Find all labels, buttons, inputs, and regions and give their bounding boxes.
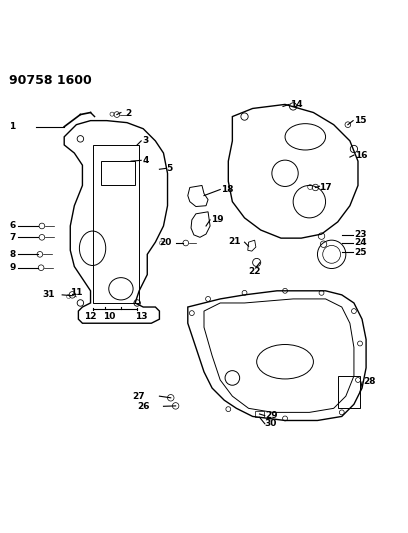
Text: 9: 9: [9, 263, 16, 272]
Text: 23: 23: [354, 230, 366, 239]
Text: 21: 21: [228, 237, 240, 246]
Text: 29: 29: [265, 411, 277, 420]
Text: 90758 1600: 90758 1600: [9, 74, 92, 87]
Text: 27: 27: [133, 392, 145, 401]
Text: 10: 10: [102, 312, 115, 321]
Text: 13: 13: [135, 312, 147, 321]
Text: 15: 15: [354, 116, 366, 125]
Text: 14: 14: [290, 100, 303, 109]
Text: 19: 19: [211, 215, 224, 224]
Bar: [338, 376, 360, 408]
Text: 2: 2: [125, 109, 131, 118]
Text: 16: 16: [355, 150, 367, 159]
Text: 11: 11: [70, 287, 82, 296]
Text: 24: 24: [354, 238, 366, 247]
Text: 3: 3: [142, 136, 149, 146]
Text: 25: 25: [354, 248, 366, 257]
Text: 7: 7: [9, 233, 16, 242]
Text: 30: 30: [265, 419, 277, 428]
Text: 28: 28: [363, 377, 375, 386]
Text: 31: 31: [42, 290, 54, 300]
Text: 20: 20: [160, 238, 172, 247]
Text: 8: 8: [9, 250, 16, 259]
Bar: [255, 411, 264, 417]
Text: 6: 6: [9, 222, 16, 230]
Text: 5: 5: [167, 164, 173, 173]
Text: 1: 1: [9, 122, 16, 131]
Text: 17: 17: [319, 183, 332, 192]
Text: 18: 18: [222, 185, 234, 194]
Text: 22: 22: [248, 268, 261, 276]
Text: 26: 26: [137, 402, 149, 411]
Text: 4: 4: [142, 156, 149, 165]
Text: 12: 12: [84, 312, 97, 321]
